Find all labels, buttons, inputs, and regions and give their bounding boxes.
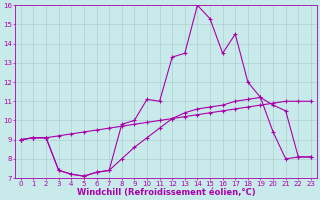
- X-axis label: Windchill (Refroidissement éolien,°C): Windchill (Refroidissement éolien,°C): [76, 188, 255, 197]
